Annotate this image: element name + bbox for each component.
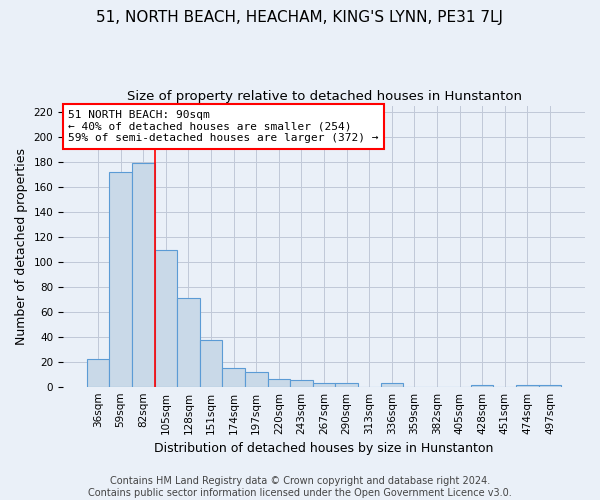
Bar: [313, 383, 335, 386]
Text: 51, NORTH BEACH, HEACHAM, KING'S LYNN, PE31 7LJ: 51, NORTH BEACH, HEACHAM, KING'S LYNN, P…: [97, 10, 503, 25]
Bar: [335, 383, 358, 386]
Bar: [290, 380, 313, 386]
Y-axis label: Number of detached properties: Number of detached properties: [15, 148, 28, 344]
Bar: [223, 368, 245, 386]
Bar: [87, 359, 109, 386]
Text: 51 NORTH BEACH: 90sqm
← 40% of detached houses are smaller (254)
59% of semi-det: 51 NORTH BEACH: 90sqm ← 40% of detached …: [68, 110, 379, 143]
Bar: [268, 379, 290, 386]
Bar: [245, 372, 268, 386]
Bar: [109, 172, 132, 386]
Bar: [177, 298, 200, 386]
Title: Size of property relative to detached houses in Hunstanton: Size of property relative to detached ho…: [127, 90, 521, 103]
Text: Contains HM Land Registry data © Crown copyright and database right 2024.
Contai: Contains HM Land Registry data © Crown c…: [88, 476, 512, 498]
X-axis label: Distribution of detached houses by size in Hunstanton: Distribution of detached houses by size …: [154, 442, 494, 455]
Bar: [380, 383, 403, 386]
Bar: [132, 163, 155, 386]
Bar: [200, 340, 223, 386]
Bar: [155, 250, 177, 386]
